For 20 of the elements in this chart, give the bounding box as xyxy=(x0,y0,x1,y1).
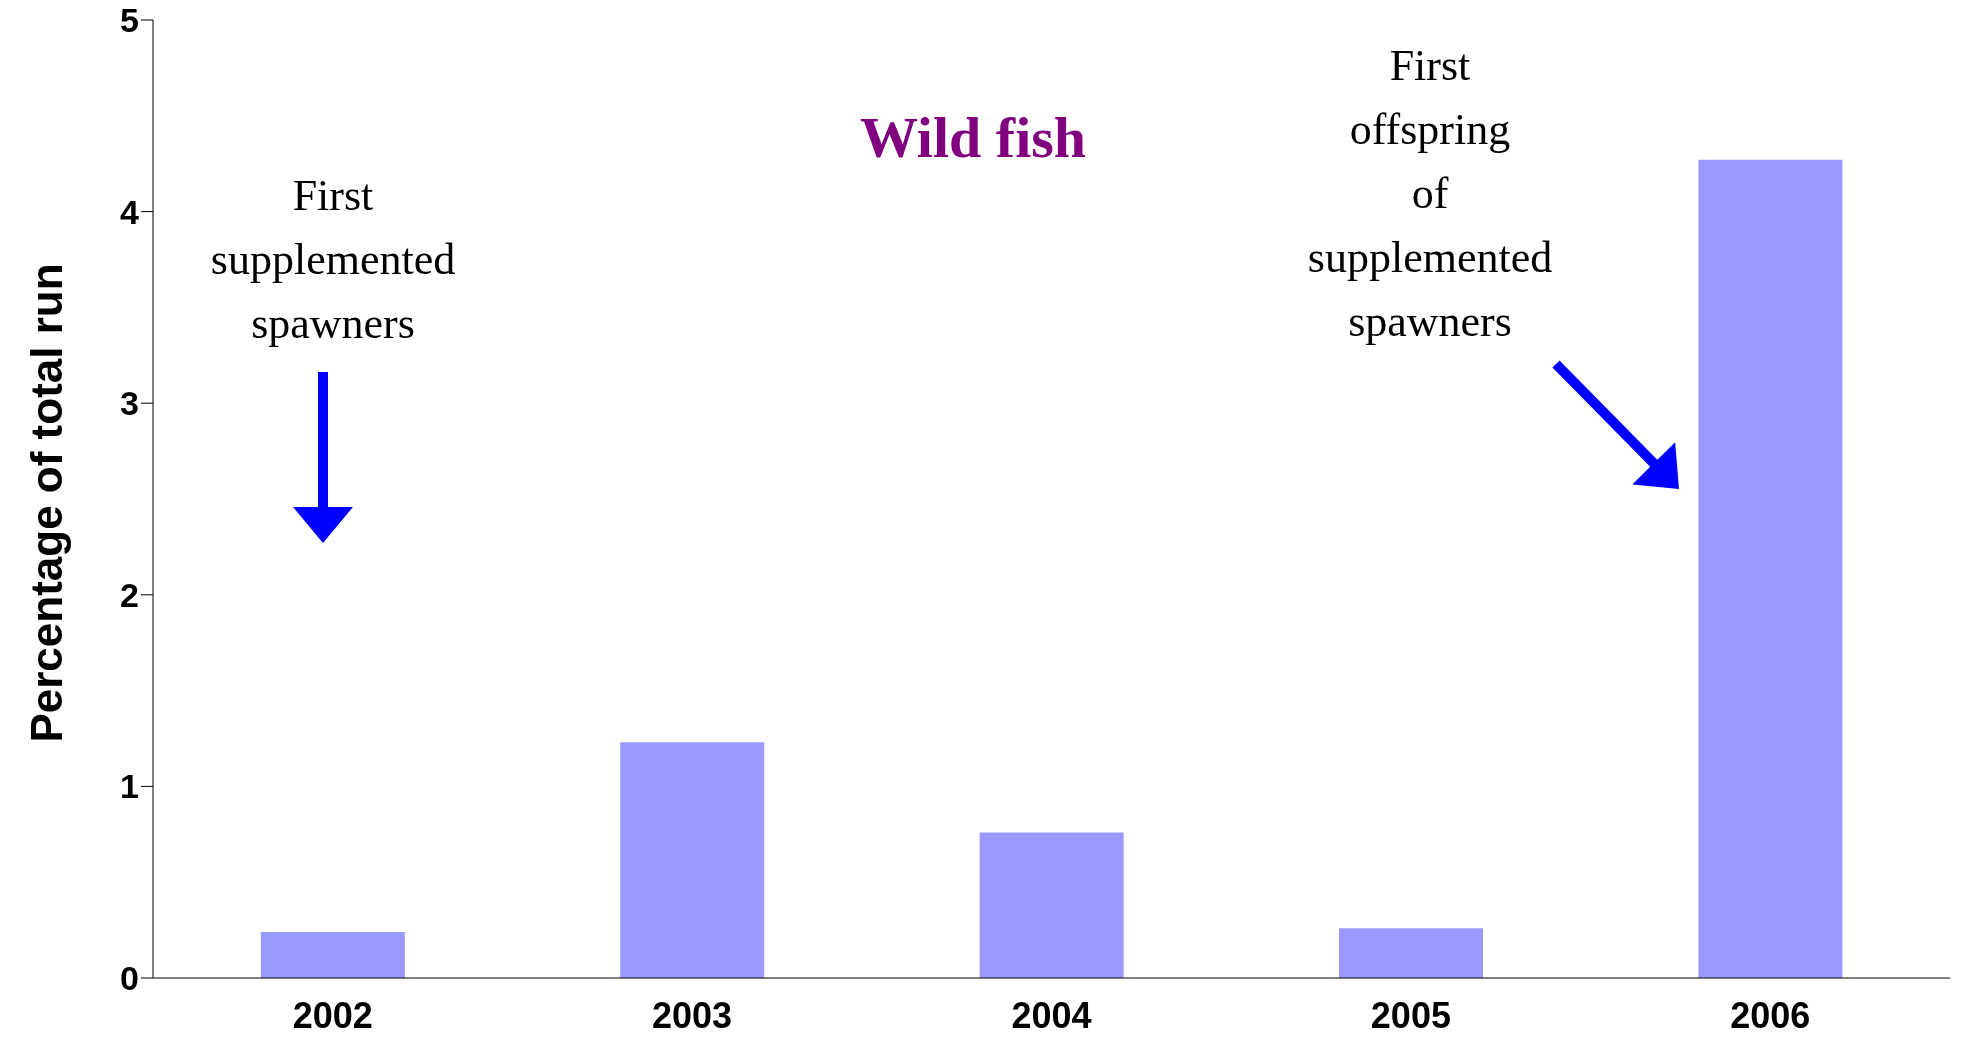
annotation: First offspring of supplemented spawners xyxy=(1307,41,1553,346)
y-tick-label: 2 xyxy=(120,575,139,614)
x-tick-label: 2002 xyxy=(292,994,373,1036)
bar xyxy=(260,932,405,978)
x-tick-label: 2005 xyxy=(1370,994,1451,1036)
y-tick-label: 4 xyxy=(120,192,140,231)
x-tick-label: 2004 xyxy=(1011,994,1092,1036)
bar xyxy=(620,742,765,978)
annotation: First supplemented spawners xyxy=(210,171,456,348)
bar xyxy=(1698,159,1843,978)
text: Wild fish xyxy=(859,104,1087,171)
y-tick-label: 3 xyxy=(120,384,139,423)
bar xyxy=(979,832,1124,978)
x-tick-label: 2006 xyxy=(1730,994,1811,1036)
y-tick-label: 0 xyxy=(120,959,139,998)
y-axis-title: Percentage of total run xyxy=(21,263,71,743)
bar xyxy=(1339,928,1484,978)
y-tick-label: 1 xyxy=(120,767,139,806)
x-tick-label: 2003 xyxy=(652,994,733,1036)
y-tick-label: 5 xyxy=(120,1,139,40)
